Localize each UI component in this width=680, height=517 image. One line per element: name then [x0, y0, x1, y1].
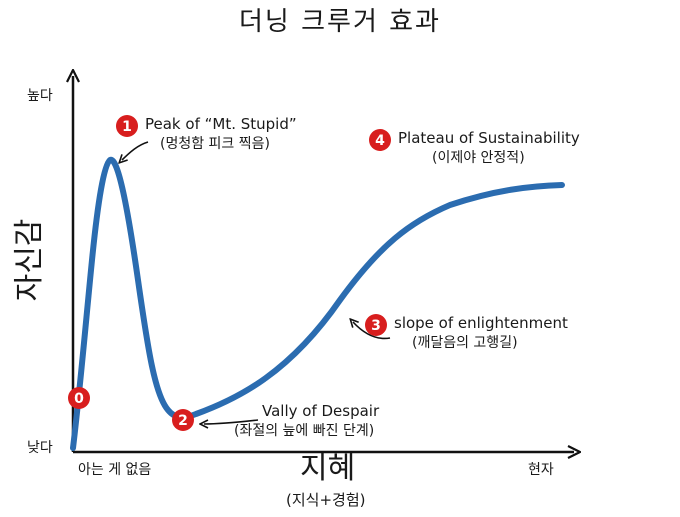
- peak-arrow: [122, 141, 149, 160]
- slope-arrow: [353, 322, 391, 340]
- x-axis-label: 지혜: [300, 451, 356, 486]
- stage-number-1: 1: [122, 119, 132, 135]
- y-axis-label: 자신감: [11, 218, 47, 302]
- x-end-label: 현자: [528, 462, 554, 478]
- stage-marker-0: 0: [68, 387, 90, 409]
- y-low-label: 낮다: [27, 440, 53, 456]
- stage-marker-2: 2: [172, 409, 194, 431]
- valley-arrow: [204, 419, 259, 424]
- x-axis-sublabel: (지식+경험): [286, 491, 366, 509]
- stage-1-subtitle: (멍청함 피크 찍음): [160, 136, 270, 152]
- stage-number-3: 3: [371, 318, 381, 334]
- stage-4-title: Plateau of Sustainability: [398, 129, 580, 147]
- stage-marker-1: 1: [116, 115, 138, 137]
- stage-3-subtitle: (깨달음의 고행길): [412, 335, 518, 351]
- stage-2-subtitle: (좌절의 늪에 빠진 단계): [234, 423, 375, 439]
- stage-1-title: Peak of “Mt. Stupid”: [145, 115, 297, 133]
- stage-marker-3: 3: [365, 314, 387, 336]
- confidence-curve: [70, 157, 565, 451]
- stage-4-subtitle: (이제야 안정적): [432, 150, 525, 166]
- diagram-title: 더닝 크루거 효과: [239, 7, 441, 37]
- stage-number-0: 0: [74, 391, 84, 407]
- stage-marker-4: 4: [369, 129, 391, 151]
- stage-3-title: slope of enlightenment: [394, 314, 568, 332]
- y-high-label: 높다: [27, 88, 53, 104]
- stage-number-4: 4: [375, 133, 385, 149]
- stage-2-title: Vally of Despair: [262, 402, 380, 420]
- stage-number-2: 2: [178, 413, 188, 429]
- x-start-label: 아는 게 없음: [78, 462, 152, 478]
